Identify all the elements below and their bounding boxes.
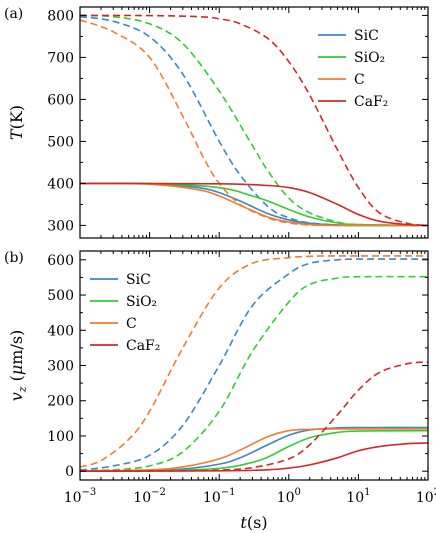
y-tick-label: 400	[47, 323, 74, 339]
x-tick-label: 10−2	[133, 487, 166, 506]
x-tick-label: 10−3	[64, 487, 97, 506]
series-sic-dashed-line	[80, 258, 428, 471]
legend-label: SiC	[354, 28, 379, 44]
series-lines	[80, 255, 428, 472]
series-c-solid-line	[80, 428, 428, 472]
y-axis-label: T(K)	[7, 105, 26, 140]
legend-label: CaF₂	[354, 94, 388, 110]
series-sic-solid-line	[80, 426, 428, 472]
series-caf-solid-line	[80, 182, 428, 227]
x-tick-label: 102	[416, 487, 436, 506]
legend-label: SiO₂	[126, 294, 157, 310]
series-c-solid-line	[80, 182, 428, 227]
legend-label: SiC	[126, 272, 151, 288]
x-tick-label: 10−1	[203, 487, 236, 506]
legend-label: SiO₂	[354, 50, 385, 66]
panel-label: (b)	[4, 250, 24, 266]
legend-label: C	[126, 316, 137, 332]
panel-b-velocity-chart: 0 100 200 300 400 500 600 10−3 10−2 10−1 100 101 102…	[4, 250, 436, 532]
series-sio-dashed-line	[80, 14, 428, 227]
plot-frame	[79, 6, 429, 239]
series-caf-dashed-line	[80, 361, 428, 472]
legend-label: C	[354, 72, 365, 88]
series-c-dashed-line	[80, 19, 428, 227]
y-tick-label: 300	[47, 359, 74, 375]
x-tick-label: 100	[277, 487, 301, 506]
legend-label: CaF₂	[126, 338, 160, 354]
y-tick-label: 200	[47, 394, 74, 410]
y-tick-label: 100	[47, 429, 74, 445]
series-sic-dashed-line	[80, 15, 428, 227]
series-sio-solid-line	[80, 182, 428, 227]
series-caf-solid-line	[80, 442, 428, 472]
x-axis-label: t(s)	[240, 513, 267, 532]
y-tick-label: 300	[47, 218, 74, 234]
y-tick-label: 400	[47, 176, 74, 192]
series-caf-dashed-line	[80, 14, 428, 227]
x-tick-label: 101	[346, 487, 370, 506]
series-sio-dashed-line	[80, 275, 428, 472]
series-sic-solid-line	[80, 182, 428, 227]
y-axis-label: vz (μm/s)	[7, 330, 29, 402]
y-tick-label: 500	[47, 288, 74, 304]
y-tick-label: 600	[47, 253, 74, 269]
y-tick-label: 600	[47, 92, 74, 108]
series-lines	[80, 14, 428, 227]
legend: SiC SiO₂ C CaF₂	[90, 272, 160, 354]
panel-label: (a)	[4, 6, 23, 22]
series-c-dashed-line	[80, 255, 428, 468]
y-tick-label: 500	[47, 134, 74, 150]
panel-a-temperature-chart: 300 400 500 600 700 800 (a) T(K) SiC SiO₂ C CaF₂	[4, 6, 429, 239]
legend: SiC SiO₂ C CaF₂	[318, 28, 388, 110]
y-tick-label: 700	[47, 50, 74, 66]
y-tick-label: 0	[65, 464, 74, 480]
y-tick-label: 800	[47, 8, 74, 24]
